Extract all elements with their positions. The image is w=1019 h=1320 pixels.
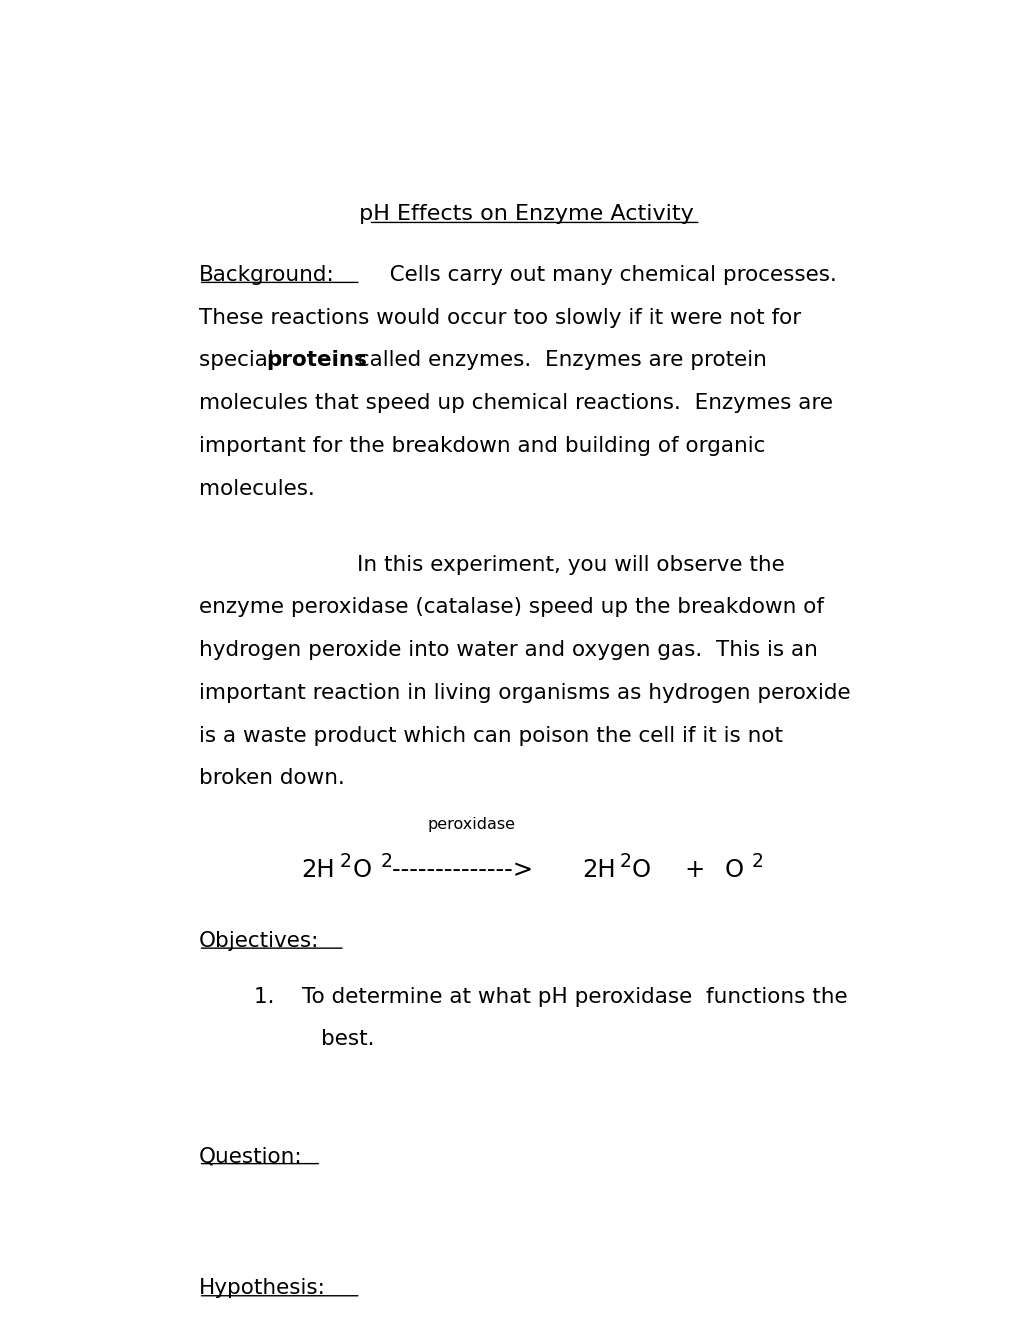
Text: Objectives:: Objectives: bbox=[199, 931, 319, 950]
Text: O: O bbox=[723, 858, 743, 882]
Text: 2H: 2H bbox=[302, 858, 334, 882]
Text: called enzymes.  Enzymes are protein: called enzymes. Enzymes are protein bbox=[351, 351, 766, 371]
Text: -------------->: --------------> bbox=[392, 858, 541, 882]
Text: Background:: Background: bbox=[199, 265, 334, 285]
Text: best.: best. bbox=[321, 1030, 374, 1049]
Text: 1.    To determine at what pH peroxidase  functions the: 1. To determine at what pH peroxidase fu… bbox=[254, 987, 847, 1007]
Text: 2: 2 bbox=[619, 851, 631, 871]
Text: proteins: proteins bbox=[266, 351, 367, 371]
Text: Cells carry out many chemical processes.: Cells carry out many chemical processes. bbox=[368, 265, 836, 285]
Text: Hypothesis:: Hypothesis: bbox=[199, 1279, 325, 1299]
Text: broken down.: broken down. bbox=[199, 768, 344, 788]
Text: O: O bbox=[631, 858, 650, 882]
Text: hydrogen peroxide into water and oxygen gas.  This is an: hydrogen peroxide into water and oxygen … bbox=[199, 640, 816, 660]
Text: In this experiment, you will observe the: In this experiment, you will observe the bbox=[357, 554, 784, 574]
Text: pH Effects on Enzyme Activity: pH Effects on Enzyme Activity bbox=[352, 205, 693, 224]
Text: enzyme peroxidase (catalase) speed up the breakdown of: enzyme peroxidase (catalase) speed up th… bbox=[199, 598, 822, 618]
Text: important for the breakdown and building of organic: important for the breakdown and building… bbox=[199, 436, 764, 455]
Text: 2: 2 bbox=[380, 851, 392, 871]
Text: special: special bbox=[199, 351, 280, 371]
Text: is a waste product which can poison the cell if it is not: is a waste product which can poison the … bbox=[199, 726, 782, 746]
Text: peroxidase: peroxidase bbox=[428, 817, 516, 832]
Text: 2: 2 bbox=[751, 851, 763, 871]
Text: important reaction in living organisms as hydrogen peroxide: important reaction in living organisms a… bbox=[199, 682, 850, 702]
Text: These reactions would occur too slowly if it were not for: These reactions would occur too slowly i… bbox=[199, 308, 800, 327]
Text: +: + bbox=[684, 858, 704, 882]
Text: molecules.: molecules. bbox=[199, 479, 314, 499]
Text: Question:: Question: bbox=[199, 1146, 302, 1167]
Text: molecules that speed up chemical reactions.  Enzymes are: molecules that speed up chemical reactio… bbox=[199, 393, 832, 413]
Text: 2: 2 bbox=[339, 851, 351, 871]
Text: O: O bbox=[353, 858, 372, 882]
Text: 2H: 2H bbox=[582, 858, 615, 882]
